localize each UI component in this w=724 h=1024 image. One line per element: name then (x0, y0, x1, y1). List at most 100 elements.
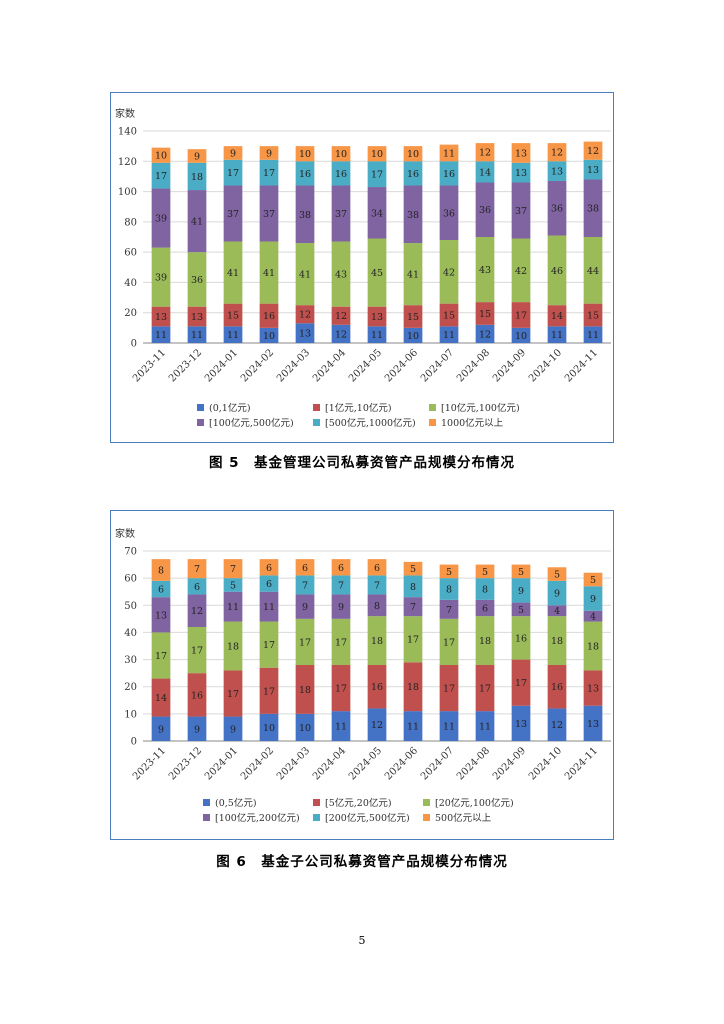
data-label: 38 (587, 204, 599, 215)
bar-segment (439, 185, 459, 241)
data-label: 34 (371, 208, 383, 219)
bar-segment (295, 161, 315, 186)
data-label: 37 (227, 209, 239, 220)
data-label: 16 (263, 311, 275, 322)
bar-segment (403, 146, 423, 162)
bar-segment (403, 662, 423, 712)
data-label: 11 (263, 602, 275, 613)
legend-swatch (313, 799, 320, 806)
data-label: 11 (479, 722, 491, 733)
x-tick-label: 2024-05 (347, 745, 384, 782)
bar-segment (511, 564, 531, 579)
data-label: 14 (155, 693, 167, 704)
bar-segment (547, 605, 567, 617)
bar-segment (295, 305, 315, 324)
data-label: 5 (518, 567, 524, 578)
bar-segment (367, 575, 387, 595)
data-label: 16 (191, 690, 203, 701)
bar-segment (511, 705, 531, 741)
legend-label: [100亿元,500亿元) (209, 417, 294, 429)
bar-segment (511, 238, 531, 303)
data-label: 46 (551, 266, 563, 277)
bar-segment (151, 559, 171, 581)
bar-segment (475, 161, 495, 183)
data-label: 5 (518, 605, 524, 616)
y-tick-label: 60 (124, 248, 137, 259)
data-label: 18 (227, 642, 239, 653)
bar-segment (475, 302, 495, 325)
data-label: 7 (374, 580, 380, 591)
bar-segment (367, 616, 387, 665)
data-label: 13 (515, 168, 527, 179)
bar-segment (439, 618, 459, 665)
x-tick-label: 2024-11 (563, 347, 600, 384)
data-label: 12 (551, 720, 563, 731)
data-label: 16 (515, 633, 527, 644)
legend-swatch (429, 404, 436, 411)
data-label: 13 (155, 610, 167, 621)
bar-segment (367, 708, 387, 741)
bar-segment (187, 162, 207, 191)
data-label: 11 (443, 722, 455, 733)
data-label: 45 (371, 268, 383, 279)
x-tick-label: 2023-12 (167, 347, 204, 384)
bar-segment (367, 559, 387, 576)
data-label: 16 (407, 169, 419, 180)
data-label: 10 (335, 149, 347, 160)
data-label: 5 (230, 580, 236, 591)
bar-segment (151, 188, 171, 248)
bar-segment (151, 306, 171, 327)
y-tick-label: 10 (124, 709, 137, 720)
legend-swatch (423, 799, 430, 806)
bar-segment (367, 161, 387, 188)
y-tick-label: 140 (118, 127, 137, 138)
data-label: 16 (443, 169, 455, 180)
bar-segment (223, 621, 243, 671)
bar-segment (259, 146, 279, 160)
data-label: 13 (551, 167, 563, 178)
bar-segment (547, 235, 567, 306)
data-label: 11 (551, 330, 563, 341)
legend-swatch (197, 419, 204, 426)
bar-segment (403, 185, 423, 244)
bar-segment (511, 162, 531, 183)
data-label: 7 (446, 605, 452, 616)
legend-swatch (313, 419, 320, 426)
data-label: 8 (482, 585, 488, 596)
data-label: 37 (335, 209, 347, 220)
bar-segment (331, 618, 351, 665)
bar-segment (331, 324, 351, 343)
data-label: 5 (482, 567, 488, 578)
bar-segment (583, 159, 603, 180)
data-label: 9 (266, 148, 272, 159)
x-tick-label: 2024-08 (455, 745, 492, 782)
data-label: 14 (551, 311, 563, 322)
legend-label: [1亿元,10亿元) (325, 402, 392, 414)
bar-segment (547, 616, 567, 665)
data-label: 7 (230, 564, 236, 575)
data-label: 37 (263, 209, 275, 220)
x-tick-label: 2024-07 (419, 745, 456, 782)
legend-label: [10亿元,100亿元) (441, 402, 520, 414)
bar-segment (151, 580, 171, 598)
x-tick-label: 2024-08 (455, 347, 492, 384)
bar-segment (151, 716, 171, 741)
x-tick-label: 2024-03 (275, 347, 312, 384)
bar-segment (223, 159, 243, 186)
data-label: 12 (479, 148, 491, 159)
legend-swatch (313, 814, 320, 821)
x-tick-label: 2023-11 (131, 745, 168, 782)
data-label: 17 (479, 684, 491, 695)
bar-segment (367, 238, 387, 307)
data-label: 11 (587, 330, 599, 341)
bar-segment (403, 616, 423, 663)
data-label: 13 (587, 165, 599, 176)
bar-segment (439, 665, 459, 712)
bar-segment (511, 182, 531, 239)
bar-segment (403, 305, 423, 328)
data-label: 17 (515, 310, 527, 321)
data-label: 8 (158, 566, 164, 577)
data-label: 13 (191, 312, 203, 323)
bar-segment (403, 711, 423, 741)
data-label: 17 (155, 651, 167, 662)
